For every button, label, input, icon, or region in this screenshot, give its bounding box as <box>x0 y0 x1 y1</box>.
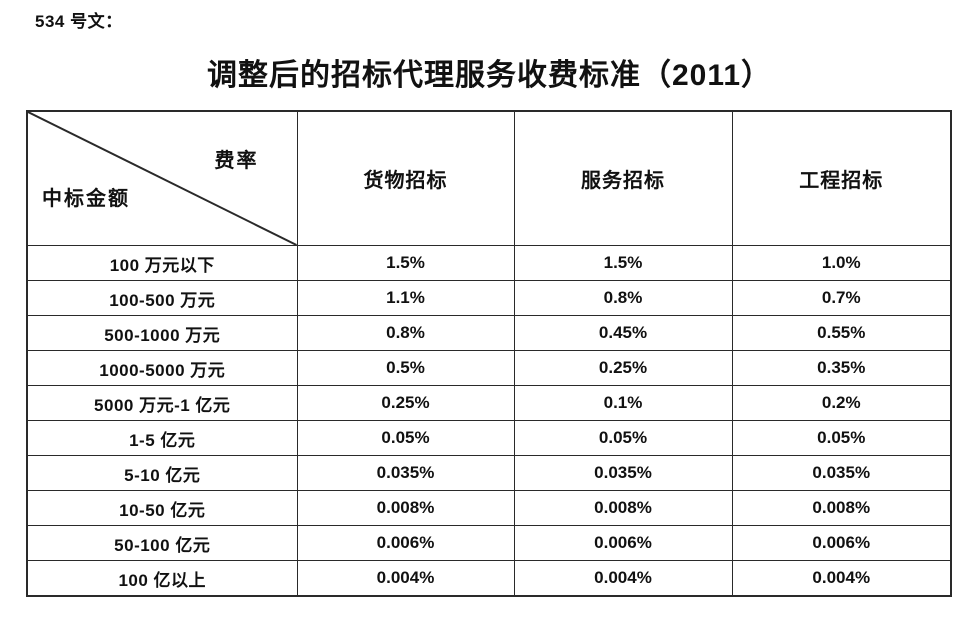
amount-cell: 5000 万元-1 亿元 <box>26 385 298 421</box>
amount-cell: 1000-5000 万元 <box>26 350 298 386</box>
amount-cell: 5-10 亿元 <box>26 455 298 491</box>
diagonal-corner-cell: 费率 中标金额 <box>26 110 298 246</box>
rate-cell: 0.004% <box>513 560 733 597</box>
rate-cell: 0.2% <box>731 385 952 421</box>
rate-cell: 0.25% <box>513 350 733 386</box>
amount-cell: 100 亿以上 <box>26 560 298 597</box>
rate-cell: 0.035% <box>513 455 733 491</box>
amount-cell: 1-5 亿元 <box>26 420 298 456</box>
rate-cell: 0.1% <box>513 385 733 421</box>
doc-number-label: 534 号文： <box>35 12 123 31</box>
rate-cell: 0.006% <box>296 525 515 561</box>
rate-cell: 0.004% <box>731 560 952 597</box>
table-row: 100-500 万元 1.1% 0.8% 0.7% <box>26 280 952 316</box>
page-title: 调整后的招标代理服务收费标准（2011） <box>206 59 773 92</box>
rate-cell: 0.008% <box>513 490 733 526</box>
column-header-services: 服务招标 <box>513 110 733 246</box>
table-header-row: 费率 中标金额 货物招标 服务招标 工程招标 <box>26 110 952 246</box>
table-row: 10-50 亿元 0.008% 0.008% 0.008% <box>26 490 952 526</box>
rate-cell: 0.35% <box>731 350 952 386</box>
table-row: 100 亿以上 0.004% 0.004% 0.004% <box>26 560 952 597</box>
amount-cell: 50-100 亿元 <box>26 525 298 561</box>
table-row: 1-5 亿元 0.05% 0.05% 0.05% <box>26 420 952 456</box>
amount-cell: 500-1000 万元 <box>26 315 298 351</box>
table-row: 5000 万元-1 亿元 0.25% 0.1% 0.2% <box>26 385 952 421</box>
rate-cell: 0.004% <box>296 560 515 597</box>
rate-cell: 0.008% <box>731 490 952 526</box>
amount-cell: 100 万元以下 <box>26 245 298 281</box>
fee-standard-table: 费率 中标金额 货物招标 服务招标 工程招标 100 万元以下 1.5% 1.5… <box>26 110 952 597</box>
column-header-goods: 货物招标 <box>296 110 515 246</box>
amount-cell: 100-500 万元 <box>26 280 298 316</box>
table-row: 50-100 亿元 0.006% 0.006% 0.006% <box>26 525 952 561</box>
rate-cell: 0.035% <box>296 455 515 491</box>
rate-cell: 1.5% <box>296 245 515 281</box>
table-row: 500-1000 万元 0.8% 0.45% 0.55% <box>26 315 952 351</box>
column-header-engineering: 工程招标 <box>731 110 952 246</box>
rate-cell: 0.45% <box>513 315 733 351</box>
rate-cell: 0.8% <box>513 280 733 316</box>
rate-cell: 1.5% <box>513 245 733 281</box>
rate-cell: 0.006% <box>513 525 733 561</box>
rate-cell: 0.8% <box>296 315 515 351</box>
rate-cell: 0.05% <box>731 420 952 456</box>
rate-cell: 0.7% <box>731 280 952 316</box>
rate-cell: 1.0% <box>731 245 952 281</box>
table-row: 100 万元以下 1.5% 1.5% 1.0% <box>26 245 952 281</box>
rate-cell: 0.008% <box>296 490 515 526</box>
table-row: 1000-5000 万元 0.5% 0.25% 0.35% <box>26 350 952 386</box>
corner-label-rate: 费率 <box>214 150 259 172</box>
rate-cell: 0.006% <box>731 525 952 561</box>
rate-cell: 0.55% <box>731 315 952 351</box>
diagonal-line <box>28 112 297 245</box>
amount-cell: 10-50 亿元 <box>26 490 298 526</box>
rate-cell: 1.1% <box>296 280 515 316</box>
rate-cell: 0.05% <box>296 420 515 456</box>
rate-cell: 0.035% <box>731 455 952 491</box>
table-row: 5-10 亿元 0.035% 0.035% 0.035% <box>26 455 952 491</box>
rate-cell: 0.05% <box>513 420 733 456</box>
corner-label-amount: 中标金额 <box>42 188 130 210</box>
rate-cell: 0.5% <box>296 350 515 386</box>
rate-cell: 0.25% <box>296 385 515 421</box>
